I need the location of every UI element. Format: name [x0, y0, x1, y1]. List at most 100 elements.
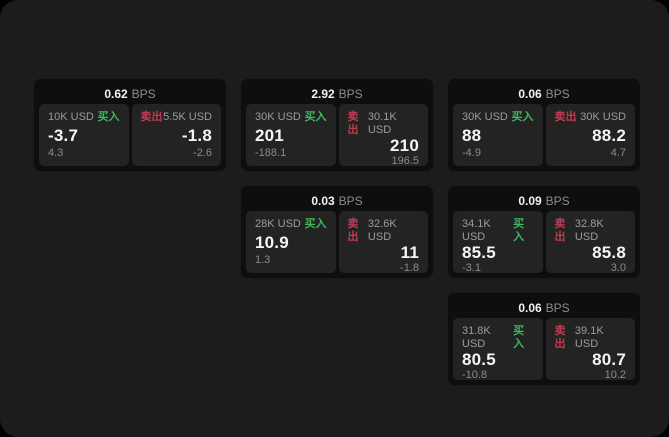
spread-unit: BPS: [338, 194, 363, 208]
buy-panel[interactable]: 28K USD 买入 10.9 1.3: [246, 211, 336, 273]
sell-panel-top: 卖出 30.1K USD: [348, 111, 420, 137]
buy-price: 80.5: [462, 350, 496, 369]
buy-price: 10.9: [255, 232, 289, 252]
buy-size: 34.1K USD: [462, 218, 491, 243]
sell-change: 10.2: [604, 369, 626, 381]
quote-grid: 0.62 BPS 10K USD 买入 -3.7 4.3 卖出 5.5K USD…: [33, 78, 641, 386]
quote-body: 34.1K USD 买入 85.5 -3.1 卖出 32.8K USD 85.8…: [453, 211, 635, 274]
sell-change: -1.8: [400, 262, 419, 274]
sell-price: 88.2: [592, 125, 626, 145]
quote-body: 31.8K USD 买入 80.5 -10.8 卖出 39.1K USD 80.…: [453, 318, 635, 381]
sell-panel[interactable]: 卖出 30K USD 88.2 4.7: [545, 104, 635, 166]
sell-panel[interactable]: 卖出 30.1K USD 210 196.5: [338, 104, 428, 167]
quote-card: 0.09 BPS 34.1K USD 买入 85.5 -3.1 卖出 32.8K…: [447, 185, 641, 279]
quote-card: 0.06 BPS 30K USD 买入 88 -4.9 卖出 30K USD 8…: [447, 78, 641, 172]
buy-size: 10K USD: [48, 111, 94, 123]
sell-change: 196.5: [391, 155, 419, 167]
buy-price: 88: [462, 125, 482, 145]
quote-card: 2.92 BPS 30K USD 买入 201 -188.1 卖出 30.1K …: [240, 78, 434, 172]
buy-panel[interactable]: 31.8K USD 买入 80.5 -10.8: [453, 318, 543, 381]
sell-panel-top: 卖出 30K USD: [555, 111, 627, 124]
quote-body: 30K USD 买入 201 -188.1 卖出 30.1K USD 210 1…: [246, 104, 428, 167]
sell-side-label: 卖出: [140, 111, 163, 123]
buy-panel-top: 28K USD 买入: [255, 218, 327, 231]
buy-price: 85.5: [462, 243, 496, 262]
buy-panel[interactable]: 30K USD 买入 201 -188.1: [246, 104, 336, 166]
sell-price: 11: [400, 243, 419, 262]
buy-panel-top: 10K USD 买入: [48, 111, 120, 124]
spread-value: 0.09: [518, 194, 542, 208]
sell-size: 39.1K USD: [574, 325, 604, 350]
buy-panel[interactable]: 10K USD 买入 -3.7 4.3: [39, 104, 129, 166]
spread-header: 0.03 BPS: [246, 191, 428, 211]
sell-panel[interactable]: 卖出 5.5K USD -1.8 -2.6: [131, 104, 221, 166]
spread-header: 0.06 BPS: [453, 84, 635, 104]
spread-unit: BPS: [545, 87, 570, 101]
spread-header: 2.92 BPS: [246, 84, 428, 104]
buy-change: -10.8: [462, 369, 488, 381]
buy-change: -3.1: [462, 262, 481, 274]
sell-size: 5.5K USD: [163, 111, 212, 123]
sell-price: 80.7: [592, 350, 626, 369]
sell-size: 30.1K USD: [367, 111, 397, 136]
quote-body: 30K USD 买入 88 -4.9 卖出 30K USD 88.2 4.7: [453, 104, 635, 166]
sell-side-label: 卖出: [347, 111, 359, 136]
quote-card: 0.06 BPS 31.8K USD 买入 80.5 -10.8 卖出 39.1…: [447, 292, 641, 386]
sell-panel[interactable]: 卖出 32.8K USD 85.8 3.0: [545, 211, 635, 274]
buy-side-label: 买入: [304, 218, 327, 230]
sell-price: 85.8: [592, 243, 626, 262]
spread-unit: BPS: [338, 87, 363, 101]
sell-side-label: 卖出: [554, 111, 577, 123]
quote-card: 0.03 BPS 28K USD 买入 10.9 1.3 卖出 32.6K US…: [240, 185, 434, 279]
buy-side-label: 买入: [97, 111, 120, 123]
buy-panel[interactable]: 30K USD 买入 88 -4.9: [453, 104, 543, 166]
buy-panel-top: 34.1K USD 买入: [462, 218, 534, 244]
spread-value: 0.62: [104, 87, 128, 101]
spread-unit: BPS: [131, 87, 156, 101]
spread-unit: BPS: [545, 194, 570, 208]
sell-panel[interactable]: 卖出 39.1K USD 80.7 10.2: [545, 318, 635, 381]
buy-change: -188.1: [255, 147, 287, 159]
buy-side-label: 买入: [304, 111, 327, 123]
sell-panel[interactable]: 卖出 32.6K USD 11 -1.8: [338, 211, 428, 274]
buy-side-label: 买入: [513, 218, 525, 243]
spread-header: 0.09 BPS: [453, 191, 635, 211]
spread-value: 0.06: [518, 301, 542, 315]
spread-value: 0.03: [311, 194, 335, 208]
quote-body: 10K USD 买入 -3.7 4.3 卖出 5.5K USD -1.8 -2.…: [39, 104, 221, 166]
sell-panel-top: 卖出 32.6K USD: [348, 218, 420, 244]
buy-size: 30K USD: [255, 111, 301, 123]
buy-price: 201: [255, 125, 284, 145]
buy-size: 28K USD: [255, 218, 301, 230]
quote-body: 28K USD 买入 10.9 1.3 卖出 32.6K USD 11 -1.8: [246, 211, 428, 274]
sell-change: 3.0: [610, 262, 626, 274]
sell-side-label: 卖出: [554, 325, 566, 350]
buy-side-label: 买入: [511, 111, 534, 123]
spread-header: 0.62 BPS: [39, 84, 221, 104]
sell-size: 30K USD: [580, 111, 626, 123]
spread-value: 0.06: [518, 87, 542, 101]
buy-panel-top: 30K USD 买入: [255, 111, 327, 124]
buy-size: 30K USD: [462, 111, 508, 123]
sell-price: 210: [390, 136, 419, 155]
buy-price: -3.7: [48, 125, 79, 145]
buy-side-label: 买入: [513, 325, 525, 350]
spread-unit: BPS: [545, 301, 570, 315]
sell-panel-top: 卖出 39.1K USD: [555, 325, 627, 351]
sell-size: 32.8K USD: [574, 218, 604, 243]
spread-header: 0.06 BPS: [453, 298, 635, 318]
spread-value: 2.92: [311, 87, 335, 101]
sell-change: -2.6: [193, 147, 212, 159]
buy-panel-top: 30K USD 买入: [462, 111, 534, 124]
buy-panel-top: 31.8K USD 买入: [462, 325, 534, 351]
sell-panel-top: 卖出 5.5K USD: [141, 111, 213, 124]
buy-panel[interactable]: 34.1K USD 买入 85.5 -3.1: [453, 211, 543, 274]
sell-panel-top: 卖出 32.8K USD: [555, 218, 627, 244]
buy-change: 4.3: [48, 147, 64, 159]
sell-side-label: 卖出: [554, 218, 566, 243]
sell-change: 4.7: [610, 147, 626, 159]
quote-card: 0.62 BPS 10K USD 买入 -3.7 4.3 卖出 5.5K USD…: [33, 78, 227, 172]
buy-change: 1.3: [255, 254, 271, 266]
sell-price: -1.8: [181, 125, 212, 145]
buy-change: -4.9: [462, 147, 481, 159]
